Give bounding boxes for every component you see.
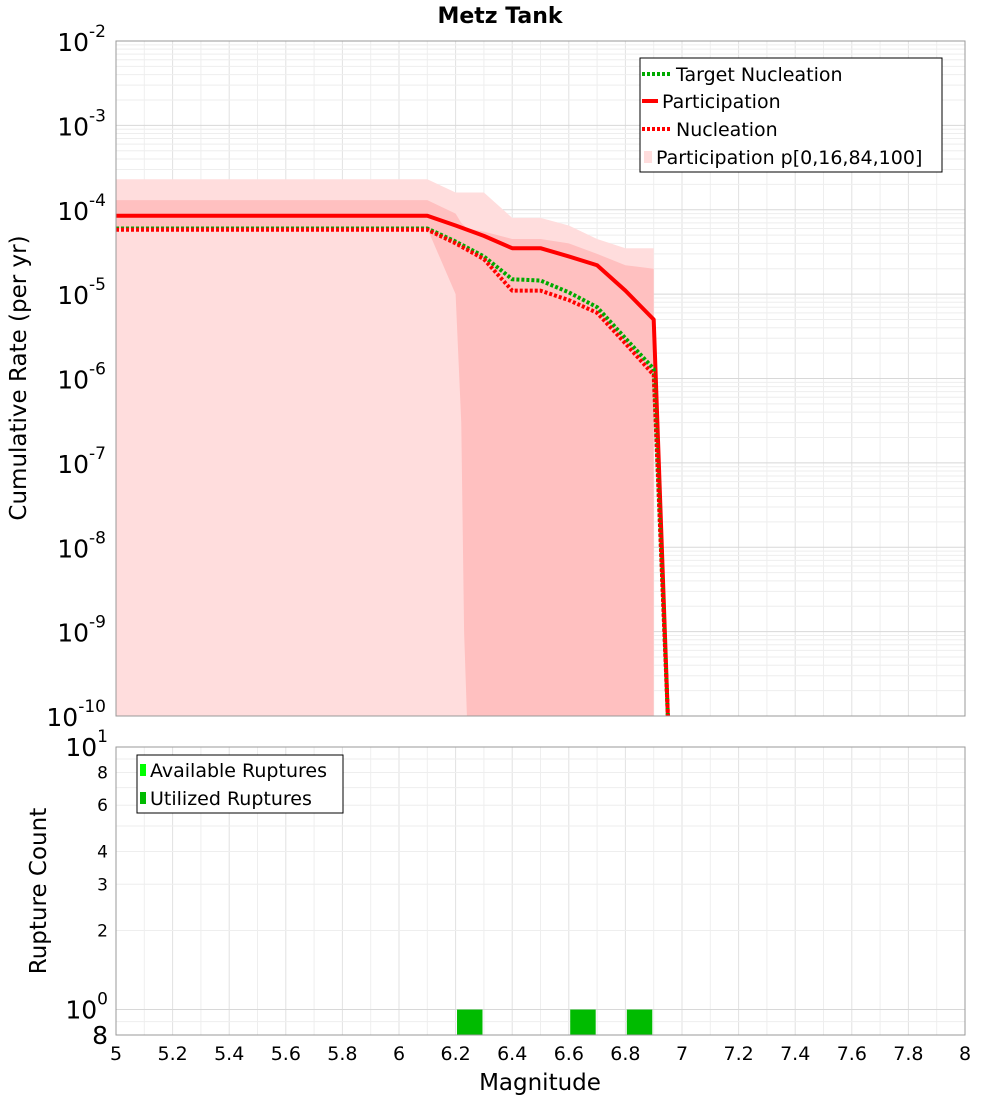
x-tick-label: 7.8 <box>893 1043 923 1065</box>
x-axis-ticks: 5 5.2 5.4 5.6 5.8 6 6.2 6.4 6.6 6.8 7 7.2 7.4 7.6 7.8 8 <box>110 1043 971 1065</box>
rupture-legend: Available Ruptures Utilized Ruptures <box>136 754 344 814</box>
x-tick-label: 5.2 <box>157 1043 187 1065</box>
legend-entry-label: Target Nucleation <box>675 64 843 86</box>
rate-panel-frame <box>115 40 966 717</box>
rate-y-tick-label: 10-7 <box>57 444 106 479</box>
rate-panel-bands <box>116 179 654 716</box>
x-tick-label: 7.2 <box>723 1043 753 1065</box>
rupture-panel-bars <box>457 1009 653 1035</box>
legend-entry-label: Available Ruptures <box>150 760 327 782</box>
x-tick-label: 6 <box>393 1043 405 1065</box>
utilized-rupture-bar <box>457 1009 483 1035</box>
series-line-participation <box>116 213 670 717</box>
rate-y-axis-label: Cumulative Rate (per yr) <box>6 235 32 520</box>
rupture-y-tick-label: 3 <box>97 875 108 895</box>
participation-band-1 <box>116 200 654 716</box>
rate-panel-series <box>116 213 670 717</box>
x-tick-label: 7 <box>676 1043 688 1065</box>
rupture-y-tick-label: 100 <box>65 990 108 1025</box>
rupture-y-tick-label: 6 <box>97 796 108 816</box>
utilized-rupture-bar <box>570 1009 596 1035</box>
x-tick-label: 6.8 <box>610 1043 640 1065</box>
legend-entry-label: Utilized Ruptures <box>150 788 312 810</box>
rupture-y-tick-label: 8 <box>92 1021 108 1050</box>
rupture-y-axis-label: Rupture Count <box>26 808 52 974</box>
x-tick-label: 5.4 <box>214 1043 244 1065</box>
legend-entry-label: Participation <box>662 91 781 113</box>
x-tick-label: 7.6 <box>837 1043 867 1065</box>
rate-y-tick-label: 10-10 <box>46 697 106 732</box>
x-tick-label: 5.8 <box>327 1043 357 1065</box>
x-tick-label: 6.2 <box>440 1043 470 1065</box>
rate-panel-y-ticks: 10-10 10-9 10-8 10-7 10-6 10-5 10-4 10-3 10-2 <box>46 22 106 732</box>
x-tick-label: 5.6 <box>271 1043 301 1065</box>
x-tick-label: 8 <box>959 1043 971 1065</box>
x-tick-label: 6.4 <box>497 1043 527 1065</box>
series-line-nucleation <box>116 227 670 717</box>
rupture-y-tick-label: 2 <box>97 922 108 942</box>
chart-title: Metz Tank <box>437 4 563 29</box>
rate-legend: Target Nucleation Participation Nucleation… <box>639 57 943 173</box>
rupture-y-tick-label: 4 <box>97 842 108 862</box>
rate-legend-box <box>639 57 943 173</box>
rate-panel: 10-10 10-9 10-8 10-7 10-6 10-5 10-4 10-3 10-2 Me… <box>6 4 966 732</box>
x-axis-label: Magnitude <box>479 1070 601 1096</box>
rupture-legend-box <box>136 754 344 814</box>
rate-y-tick-label: 10-4 <box>57 191 106 226</box>
utilized-rupture-bar <box>626 1009 653 1035</box>
legend-entry-label: Participation p[0,16,84,100] <box>656 147 922 169</box>
rate-y-tick-label: 10-8 <box>57 528 106 563</box>
rate-y-tick-label: 10-6 <box>57 360 106 395</box>
rate-y-tick-label: 10-5 <box>57 275 106 310</box>
rate-y-tick-label: 10-2 <box>57 22 106 57</box>
rate-y-tick-label: 10-3 <box>57 106 106 141</box>
legend-swatch <box>140 764 146 776</box>
x-tick-label: 5 <box>110 1043 122 1065</box>
x-tick-label: 6.6 <box>554 1043 584 1065</box>
x-tick-label: 7.4 <box>780 1043 810 1065</box>
rupture-panel-frame <box>115 746 966 1036</box>
legend-swatch <box>644 151 652 163</box>
rate-y-tick-label: 10-9 <box>57 613 106 648</box>
legend-entry-label: Nucleation <box>676 119 778 141</box>
rupture-y-tick-label: 101 <box>65 727 108 762</box>
legend-swatch <box>140 792 146 804</box>
rupture-y-tick-label: 8 <box>97 763 108 783</box>
